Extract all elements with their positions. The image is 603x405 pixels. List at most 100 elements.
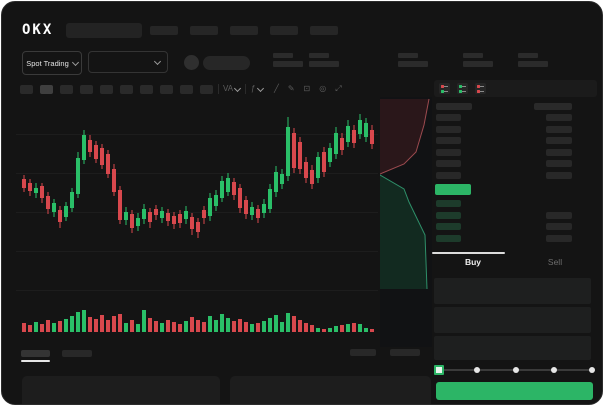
volume-bar bbox=[352, 323, 356, 332]
candle-body bbox=[94, 145, 98, 159]
chart-canvas[interactable] bbox=[16, 102, 378, 337]
candle-body bbox=[250, 207, 254, 215]
candle-body bbox=[178, 214, 182, 223]
bottom-tab[interactable] bbox=[62, 350, 92, 357]
ask-amount[interactable] bbox=[546, 160, 572, 167]
candle-body bbox=[370, 130, 374, 144]
tab-sell[interactable]: Sell bbox=[547, 257, 563, 267]
candle-body bbox=[142, 209, 146, 219]
total-field[interactable] bbox=[434, 336, 591, 360]
timeframe-button[interactable] bbox=[20, 85, 33, 94]
buy-submit-button[interactable] bbox=[436, 382, 593, 400]
candle-body bbox=[34, 188, 38, 193]
orderbook-split-view-icon[interactable] bbox=[439, 83, 450, 94]
search-input[interactable] bbox=[66, 23, 142, 38]
ask-amount[interactable] bbox=[546, 114, 572, 121]
draw-icon[interactable]: ✎ bbox=[287, 84, 295, 93]
volume-bar bbox=[40, 324, 44, 332]
nav-item[interactable] bbox=[190, 26, 218, 35]
candle-body bbox=[334, 133, 338, 154]
candle-body bbox=[214, 195, 218, 206]
volume-bar bbox=[214, 320, 218, 332]
ask-amount[interactable] bbox=[546, 172, 572, 179]
timeframe-button[interactable] bbox=[60, 85, 73, 94]
volume-bar bbox=[184, 321, 188, 332]
candle-body bbox=[340, 138, 344, 150]
screenshot-icon[interactable]: ⊡ bbox=[303, 84, 311, 93]
volume-bar bbox=[250, 324, 254, 332]
timeframe-button[interactable] bbox=[100, 85, 113, 94]
ask-price[interactable] bbox=[436, 149, 461, 156]
indicator-label: VA bbox=[223, 84, 233, 93]
settings-icon[interactable]: ◎ bbox=[319, 84, 327, 93]
slider-stop[interactable] bbox=[512, 367, 519, 373]
pill-button[interactable] bbox=[203, 56, 250, 70]
bid-price[interactable] bbox=[436, 223, 461, 230]
candle-body bbox=[256, 209, 260, 218]
nav-item[interactable] bbox=[230, 26, 258, 35]
market-type-selector[interactable]: Spot Trading bbox=[22, 51, 82, 75]
bottom-bar-item[interactable] bbox=[350, 349, 376, 356]
timeframe-button[interactable] bbox=[160, 85, 173, 94]
bottom-tab-active[interactable] bbox=[21, 350, 50, 357]
ask-price[interactable] bbox=[436, 126, 461, 133]
wave-line-icon[interactable]: ╱ bbox=[274, 84, 279, 93]
depth-chart[interactable] bbox=[380, 97, 432, 347]
gridline bbox=[16, 251, 378, 252]
timeframe-button[interactable] bbox=[40, 85, 53, 94]
volume-bar bbox=[346, 324, 350, 332]
tab-buy[interactable]: Buy bbox=[464, 257, 482, 267]
ask-price[interactable] bbox=[436, 114, 461, 121]
slider-stop[interactable] bbox=[589, 367, 595, 373]
candle-body bbox=[118, 190, 122, 220]
volume-bar bbox=[328, 328, 332, 332]
bid-price[interactable] bbox=[436, 200, 461, 207]
nav-item[interactable] bbox=[310, 26, 338, 35]
volume-bar bbox=[124, 323, 128, 332]
timeframe-button[interactable] bbox=[200, 85, 213, 94]
timeframe-button[interactable] bbox=[180, 85, 193, 94]
ask-price[interactable] bbox=[436, 137, 461, 144]
pair-selector[interactable] bbox=[88, 51, 168, 73]
nav-item[interactable] bbox=[150, 26, 178, 35]
gridline bbox=[16, 290, 378, 291]
ask-amount[interactable] bbox=[546, 149, 572, 156]
bid-price[interactable] bbox=[436, 212, 461, 219]
volume-bar bbox=[370, 329, 374, 332]
last-price-badge[interactable] bbox=[435, 184, 471, 195]
volume-bar bbox=[130, 320, 134, 332]
fx-indicators-dropdown[interactable]: ƒ bbox=[251, 84, 264, 94]
bottom-bar-item[interactable] bbox=[390, 349, 420, 356]
price-field[interactable] bbox=[434, 278, 591, 304]
fullscreen-icon[interactable]: ⤢ bbox=[335, 84, 342, 93]
bid-amount[interactable] bbox=[546, 223, 572, 230]
slider-stop[interactable] bbox=[550, 367, 557, 373]
indicator-dropdown[interactable]: VA bbox=[223, 84, 241, 94]
volume-bar bbox=[208, 316, 212, 332]
nav-item[interactable] bbox=[270, 26, 298, 35]
volume-bar bbox=[298, 320, 302, 332]
ask-price[interactable] bbox=[436, 160, 461, 167]
orderbook-asks-view-icon[interactable] bbox=[475, 83, 486, 94]
toolbar-divider bbox=[218, 84, 219, 94]
gridline bbox=[16, 134, 378, 135]
ask-amount[interactable] bbox=[546, 126, 572, 133]
timeframe-button[interactable] bbox=[80, 85, 93, 94]
bid-amount[interactable] bbox=[546, 235, 572, 242]
amount-field[interactable] bbox=[434, 307, 591, 333]
slider-stop[interactable] bbox=[474, 367, 481, 373]
slider-handle[interactable] bbox=[434, 365, 444, 375]
timeframe-button[interactable] bbox=[120, 85, 133, 94]
bid-price[interactable] bbox=[436, 235, 461, 242]
okx-logo[interactable]: OKX bbox=[22, 22, 54, 38]
volume-bar bbox=[106, 320, 110, 332]
orderbook-bids-view-icon[interactable] bbox=[457, 83, 468, 94]
timeframe-button[interactable] bbox=[140, 85, 153, 94]
bid-amount[interactable] bbox=[546, 212, 572, 219]
amount-slider[interactable] bbox=[434, 364, 595, 375]
volume-bar bbox=[226, 318, 230, 332]
candle-body bbox=[184, 211, 188, 219]
ask-price[interactable] bbox=[436, 172, 461, 179]
candle-body bbox=[244, 200, 248, 214]
ask-amount[interactable] bbox=[546, 137, 572, 144]
